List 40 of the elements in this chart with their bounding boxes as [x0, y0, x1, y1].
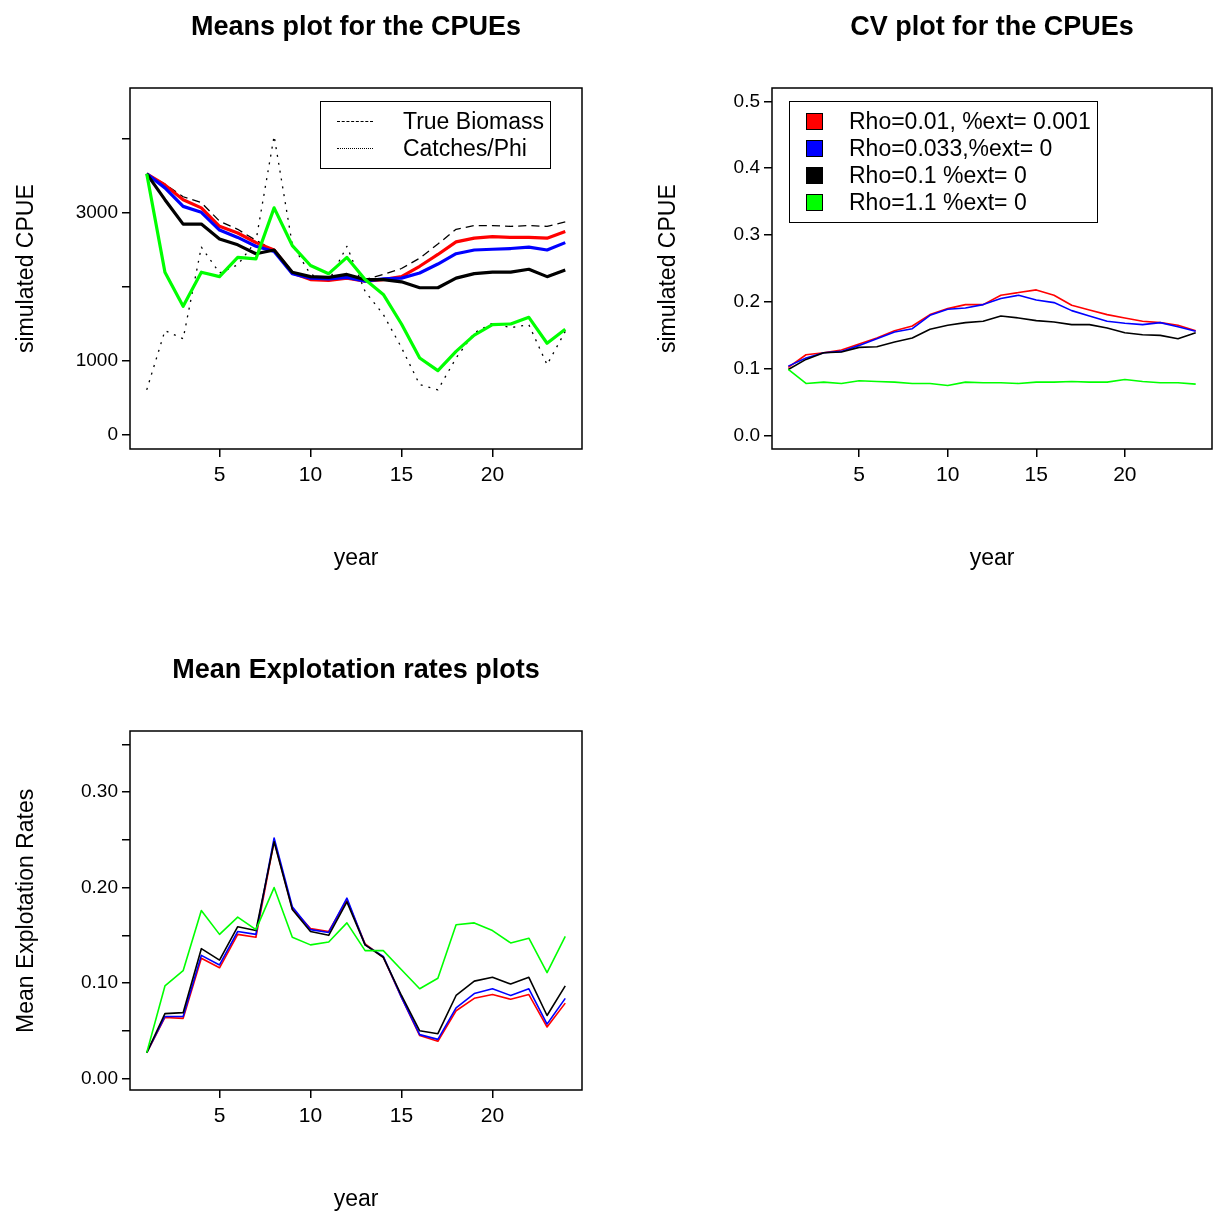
legend-label: Rho=1.1 %ext= 0	[849, 189, 1027, 216]
x-tick-label: 15	[389, 462, 414, 486]
x-tick-label: 5	[213, 1103, 226, 1127]
x-tick-label: 15	[1024, 462, 1048, 486]
x-tick-label: 5	[853, 462, 865, 486]
y-axis-title: simulated CPUE	[11, 183, 39, 355]
chart-title: Mean Explotation rates plots	[171, 653, 541, 685]
y-axis-title: Mean Explotation Rates	[11, 787, 39, 1035]
y-tick-label: 0.20	[81, 875, 118, 897]
y-tick-label: 0.10	[81, 971, 118, 993]
y-tick-label: 3000	[75, 201, 118, 223]
y-tick-label: 0.0	[733, 423, 760, 445]
x-tick-label: 20	[480, 462, 505, 486]
x-tick-label: 10	[298, 1103, 323, 1127]
x-axis-title: year	[332, 1184, 380, 1212]
x-tick-label: 20	[1113, 462, 1137, 486]
y-tick-label: 0.3	[733, 223, 760, 245]
chart-title: Means plot for the CPUEs	[189, 10, 522, 42]
legend-label: Rho=0.1 %ext= 0	[849, 162, 1027, 189]
x-axis-title: year	[968, 543, 1016, 571]
legend-label: Rho=0.033,%ext= 0	[849, 135, 1053, 162]
legend-label: Rho=0.01, %ext= 0.001	[849, 108, 1091, 135]
x-tick-label: 5	[213, 462, 226, 486]
y-tick-label: 0.2	[733, 290, 760, 312]
chart-title: CV plot for the CPUEs	[849, 10, 1135, 42]
y-tick-label: 0	[107, 423, 118, 445]
y-tick-label: 0.4	[733, 156, 761, 178]
x-tick-label: 10	[936, 462, 960, 486]
legend-label: Catches/Phi	[402, 135, 527, 162]
y-tick-label: 0.00	[81, 1066, 118, 1088]
y-axis-title: simulated CPUE	[653, 183, 681, 355]
y-tick-label: 1000	[75, 349, 118, 371]
y-tick-label: 0.1	[733, 357, 760, 379]
y-tick-label: 0.5	[733, 89, 760, 111]
y-tick-label: 0.30	[81, 780, 118, 802]
legend-label: True Biomass	[402, 108, 544, 135]
x-tick-label: 15	[389, 1103, 414, 1127]
x-tick-label: 10	[298, 462, 323, 486]
x-tick-label: 20	[480, 1103, 505, 1127]
x-axis-title: year	[332, 543, 380, 571]
